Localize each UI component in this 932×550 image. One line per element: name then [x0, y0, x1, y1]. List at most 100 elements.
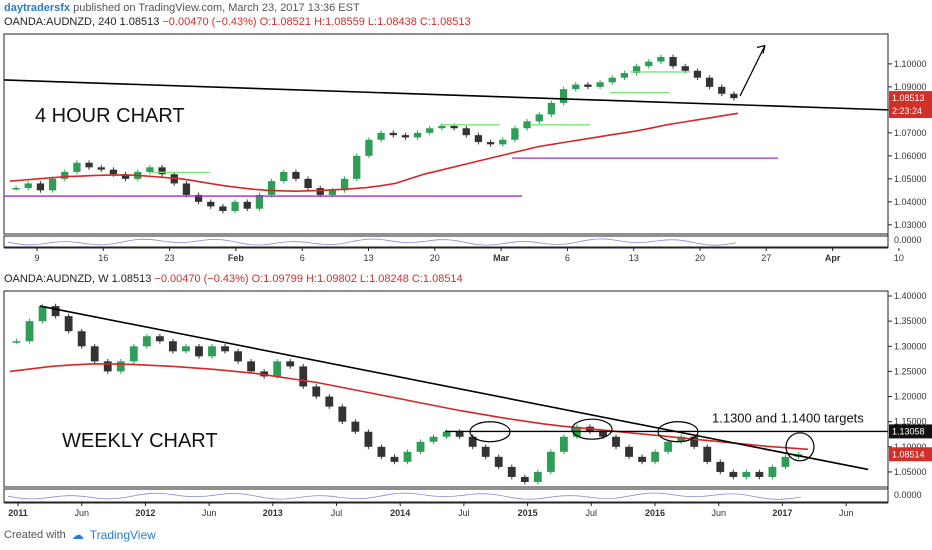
candle-body [481, 446, 490, 457]
highlight-circle [785, 432, 815, 462]
candle-body [304, 178, 312, 189]
y-tick-label: 1.05000 [894, 467, 927, 477]
tradingview-brand[interactable]: TradingView [89, 528, 156, 542]
candle-body [121, 174, 130, 179]
candle-body [547, 102, 556, 115]
x-tick-label: 2012 [135, 508, 155, 518]
candle-body [426, 128, 434, 133]
candle-body [625, 446, 633, 457]
candle-body [255, 194, 264, 209]
highlight-circle [571, 418, 613, 440]
trendline [39, 305, 869, 471]
candle-body [462, 128, 470, 136]
created-with-text: Created with [4, 529, 66, 541]
candle-body [429, 436, 438, 442]
candle-body [36, 183, 45, 191]
bottom-low: L:1.08248 [359, 273, 409, 285]
y-tick-label: 1.10000 [894, 442, 927, 452]
candle-body [73, 162, 81, 172]
y-tick-label: 1.15000 [894, 417, 927, 427]
x-tick-label: 2013 [263, 508, 283, 518]
bottom-open: O:1.09799 [251, 273, 304, 285]
oscillator-tick-label: 0.0000 [894, 490, 922, 500]
candle-body [572, 84, 580, 90]
candle-body [338, 406, 347, 422]
candle-body [612, 436, 620, 447]
candle-body [61, 171, 69, 179]
candle-body [25, 321, 34, 342]
weekly-chart[interactable]: 1.40000 1.35000 1.30000 1.25000 1.20000 1.150… [0, 287, 932, 525]
candle-body [116, 361, 125, 372]
candle-body [768, 466, 777, 477]
candle-body [364, 431, 373, 447]
candle-body [292, 171, 300, 179]
candle-body [468, 436, 477, 447]
candle-body [38, 306, 47, 322]
candle-body [24, 183, 32, 189]
candle-body [693, 70, 702, 78]
x-tick-label: 10 [894, 253, 904, 263]
candle-body [267, 181, 276, 195]
candle-body [146, 167, 154, 172]
candle-body [584, 84, 592, 87]
candle-body [442, 431, 451, 437]
candle-body [340, 178, 349, 191]
top-high: H:1.08559 [314, 16, 365, 28]
candle-body [299, 366, 308, 387]
price-tag-label: 1.08513 [892, 93, 925, 103]
targets-annotation: 1.1300 and 1.1400 targets [712, 410, 864, 425]
candle-body [559, 89, 568, 103]
candle-body [195, 346, 203, 357]
x-tick-label: 2017 [772, 508, 792, 518]
candle-body [377, 446, 386, 457]
candle-body [12, 188, 20, 190]
candle-body [155, 336, 164, 342]
y-tick-label: 1.10000 [894, 59, 927, 69]
candle-body [48, 178, 57, 191]
candle-body [705, 77, 714, 87]
candle-body [353, 155, 361, 179]
bottom-symbol: OANDA:AUDNZD, W [4, 273, 109, 285]
top-closing: C:1.08513 [419, 16, 471, 28]
four-hour-chart[interactable]: 1.100001.090001.080001.070001.060001.050… [0, 30, 932, 273]
candle-body [651, 451, 660, 462]
candle-body [450, 125, 458, 129]
target-tag-label: 1.13058 [892, 426, 925, 436]
candle-body [182, 183, 191, 195]
publisher-line: daytradersfx published on TradingView.co… [4, 2, 360, 16]
candle-body [365, 139, 373, 156]
candle-body [221, 346, 229, 352]
candle-body [403, 451, 412, 462]
top-chart-info: OANDA:AUDNZD, 240 1.08513 −0.00470 (−0.4… [4, 16, 471, 28]
candle-body [657, 56, 665, 62]
projection-arrow-line [739, 45, 766, 97]
candle-body [455, 431, 464, 437]
oscillator-line [7, 492, 802, 500]
y-tick-label: 1.07000 [894, 128, 927, 138]
x-tick-label: Apr [825, 253, 841, 263]
x-tick-label: Jun [711, 508, 726, 518]
bottom-high: H:1.09802 [306, 273, 357, 285]
candle-body [494, 456, 503, 467]
candle-body [129, 346, 138, 362]
top-close: 1.08513 [119, 16, 160, 28]
candle-body [97, 167, 105, 170]
candle-body [182, 346, 190, 352]
candle-body [109, 169, 118, 175]
candle-body [645, 61, 653, 67]
candle-body [273, 361, 282, 377]
x-tick-label: Jul [458, 508, 470, 518]
countdown-label: 2:23:24 [892, 106, 922, 116]
candle-body [85, 162, 93, 168]
candle-body [511, 128, 519, 140]
x-tick-label: 2014 [390, 508, 410, 518]
candle-body [90, 346, 99, 362]
x-tick-label: Jun [74, 508, 89, 518]
y-tick-label: 1.20000 [894, 392, 927, 402]
candle-body [559, 436, 568, 452]
candle-body [729, 471, 738, 477]
y-tick-label: 1.05000 [894, 174, 927, 184]
publisher-user[interactable]: daytradersfx [4, 2, 71, 14]
candle-body [507, 466, 516, 477]
candle-body [234, 351, 242, 362]
